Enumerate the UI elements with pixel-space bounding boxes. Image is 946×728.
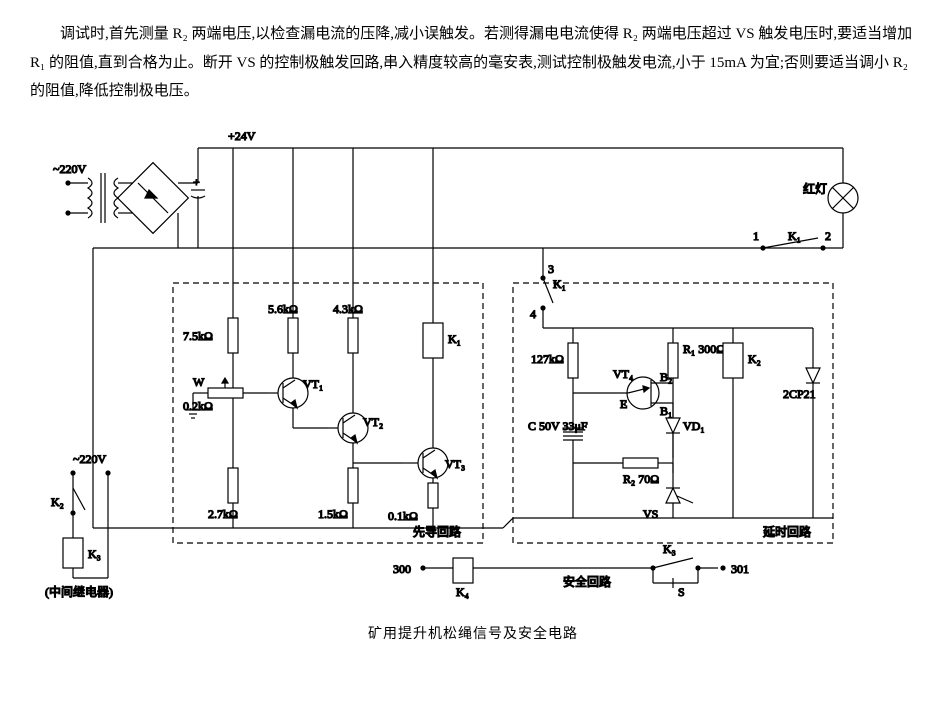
label-zone3: 安全回路 bbox=[563, 574, 611, 589]
label-relay-note: (中间继电器) bbox=[45, 584, 113, 599]
label-r75k: 7.5kΩ bbox=[183, 329, 213, 343]
label-r127k: 127kΩ bbox=[531, 352, 564, 366]
label-redlight: 红灯 bbox=[803, 181, 827, 196]
label-b2: B₂ bbox=[660, 370, 672, 384]
label-2cp21: 2CP21 bbox=[783, 387, 816, 401]
label-vt1: VT₁ bbox=[303, 377, 323, 391]
label-n2: 2 bbox=[825, 229, 831, 243]
label-300: 300 bbox=[393, 562, 411, 576]
label-r1-300: R₁ 300Ω bbox=[683, 342, 725, 356]
label-w: W bbox=[193, 375, 205, 389]
svg-text:+: + bbox=[193, 175, 200, 189]
label-e: E bbox=[620, 397, 627, 411]
label-r43k: 4.3kΩ bbox=[333, 302, 363, 316]
label-301: 301 bbox=[731, 562, 749, 576]
label-r15k: 1.5kΩ bbox=[318, 507, 348, 521]
label-220v-bot: ~220V bbox=[73, 452, 106, 466]
label-24v: +24V bbox=[228, 129, 256, 143]
label-k2-coil: K₂ bbox=[748, 352, 761, 366]
label-zone1: 先导回路 bbox=[413, 524, 461, 539]
label-k3-coil: K₃ bbox=[88, 547, 101, 561]
label-r56k: 5.6kΩ bbox=[268, 302, 298, 316]
label-vt3: VT₃ bbox=[445, 457, 465, 471]
label-zone2: 延时回路 bbox=[763, 524, 811, 539]
body-paragraph: 调试时,首先测量 R₂ 两端电压,以检查漏电流的压降,减小误触发。若测得漏电电流… bbox=[30, 20, 916, 106]
label-k2-contact: K₂ bbox=[51, 495, 64, 509]
label-vs: VS bbox=[643, 507, 658, 521]
label-vt2: VT₂ bbox=[363, 415, 383, 429]
label-r01k: 0.1kΩ bbox=[388, 509, 418, 523]
label-k3-contact: K₃ bbox=[663, 542, 676, 556]
label-k4: K₄ bbox=[456, 585, 469, 599]
figure-caption: 矿用提升机松绳信号及安全电路 bbox=[33, 622, 913, 649]
label-k1-coil: K₁ bbox=[448, 332, 461, 346]
label-c: C 50V 33μF bbox=[528, 419, 588, 433]
label-n3: 3 bbox=[548, 262, 554, 276]
label-n4: 4 bbox=[530, 307, 536, 321]
label-vd1: VD₁ bbox=[683, 419, 705, 433]
label-r2-70: R₂ 70Ω bbox=[623, 472, 659, 486]
label-k1-mid: K₁ bbox=[553, 277, 566, 291]
label-s: S bbox=[678, 585, 685, 599]
label-n1: 1 bbox=[753, 229, 759, 243]
circuit-diagram: +24V ~220V + 红灯 1 K₁ 2 3 K₁ 4 先导回路 bbox=[33, 118, 913, 649]
label-vt4: VT₄ bbox=[613, 367, 633, 381]
label-r02k: 0.2kΩ bbox=[183, 399, 213, 413]
label-b1: B₁ bbox=[660, 404, 672, 418]
label-220v-top: ~220V bbox=[53, 162, 86, 176]
